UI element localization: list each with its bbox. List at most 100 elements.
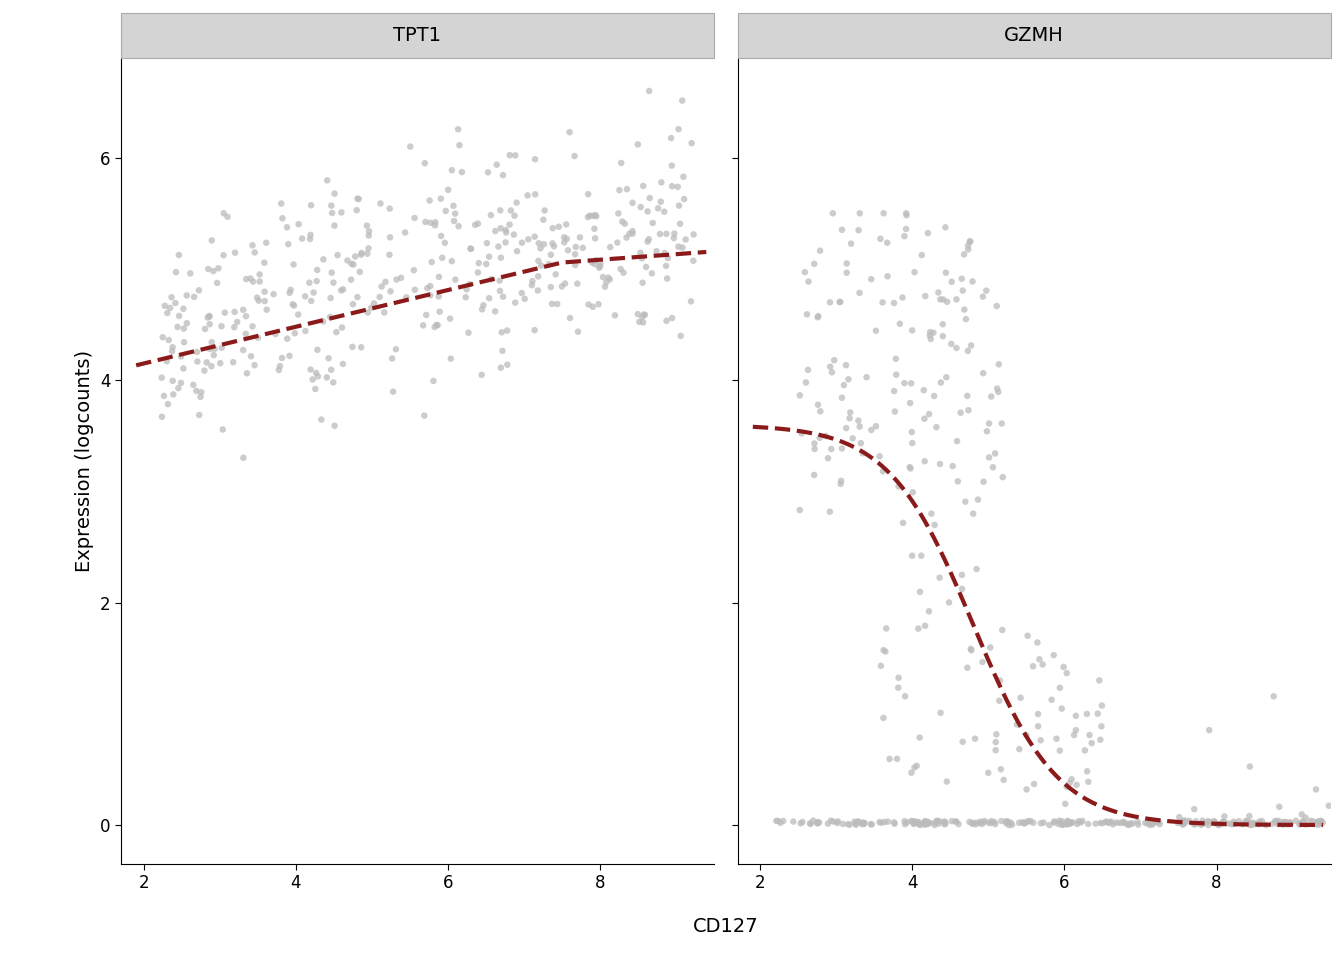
Point [973, 366, 995, 381]
Point [1239, 815, 1261, 830]
Point [852, 445, 874, 461]
Point [421, 254, 442, 270]
Point [1052, 817, 1074, 832]
Point [680, 294, 702, 309]
Point [163, 387, 184, 402]
Point [1292, 814, 1313, 829]
Point [1052, 660, 1074, 675]
Point [823, 814, 844, 829]
Point [883, 815, 905, 830]
Point [957, 388, 978, 403]
Point [239, 271, 261, 286]
Point [1208, 817, 1230, 832]
Point [827, 815, 848, 830]
Point [917, 816, 938, 831]
Point [934, 814, 956, 829]
Point [199, 308, 220, 324]
Point [1032, 657, 1054, 672]
Point [844, 814, 866, 829]
Point [495, 223, 516, 238]
Point [504, 208, 526, 224]
Point [848, 223, 870, 238]
Point [636, 259, 657, 275]
Point [892, 290, 914, 305]
Point [675, 232, 696, 248]
Point [172, 301, 194, 317]
Point [953, 301, 974, 317]
Point [831, 390, 852, 405]
Point [151, 370, 172, 385]
Point [906, 758, 927, 774]
Point [1232, 817, 1254, 832]
Point [530, 241, 551, 256]
Point [804, 436, 825, 451]
Point [790, 816, 812, 831]
Point [1274, 815, 1296, 830]
Point [1101, 814, 1122, 829]
Point [612, 214, 633, 229]
Point [445, 206, 466, 222]
Point [351, 340, 372, 355]
Point [165, 296, 187, 311]
Point [321, 198, 343, 213]
Point [986, 299, 1008, 314]
Point [926, 813, 948, 828]
Point [1310, 813, 1332, 828]
Point [637, 234, 659, 250]
Point [962, 506, 984, 521]
Point [847, 814, 868, 829]
Point [960, 234, 981, 250]
Point [577, 209, 598, 225]
Point [320, 309, 341, 324]
Point [802, 813, 824, 828]
Point [672, 93, 694, 108]
Point [1289, 816, 1310, 831]
Point [415, 307, 437, 323]
Point [1312, 815, 1333, 830]
Point [157, 396, 179, 412]
Point [673, 191, 695, 206]
Point [324, 418, 345, 433]
Point [992, 469, 1013, 485]
Point [511, 285, 532, 300]
Point [383, 384, 405, 399]
Point [1318, 798, 1340, 813]
Point [992, 622, 1013, 637]
Point [930, 374, 952, 390]
Point [923, 517, 945, 533]
Point [876, 235, 898, 251]
Point [632, 276, 653, 291]
Point [667, 180, 688, 195]
Point [427, 289, 449, 304]
Point [414, 156, 435, 171]
Point [1212, 816, 1234, 831]
Point [492, 343, 513, 358]
Point [1105, 815, 1126, 830]
Point [853, 815, 875, 830]
Point [976, 423, 997, 439]
Point [972, 814, 993, 829]
Point [547, 297, 569, 312]
Point [899, 461, 921, 476]
Point [531, 258, 552, 274]
Point [878, 814, 899, 829]
Point [1305, 781, 1327, 797]
Point [919, 815, 941, 830]
Point [1060, 815, 1082, 830]
Point [198, 310, 219, 325]
Point [1279, 816, 1301, 831]
Point [909, 730, 930, 745]
Point [866, 324, 887, 339]
Point [1023, 815, 1044, 830]
Point [478, 249, 500, 264]
Point [439, 311, 461, 326]
Point [884, 404, 906, 420]
Point [660, 131, 681, 146]
Point [980, 389, 1001, 404]
Point [277, 220, 298, 235]
Point [284, 325, 305, 341]
Point [582, 300, 603, 315]
Point [911, 248, 933, 263]
Point [952, 581, 973, 596]
Point [988, 693, 1009, 708]
